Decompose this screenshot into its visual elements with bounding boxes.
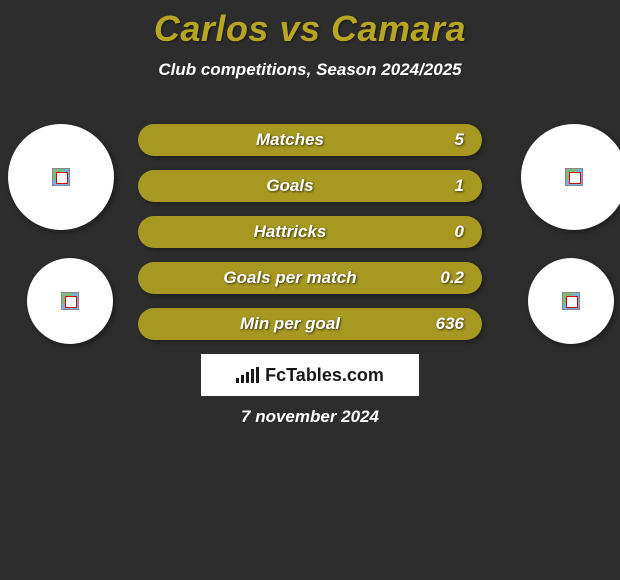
date-label: 7 november 2024 [0,407,620,427]
page-title: Carlos vs Camara [0,8,620,50]
stat-row: Matches 5 [138,124,482,156]
broken-image-icon [565,168,583,186]
stat-value: 636 [424,314,464,334]
stats-table: Matches 5 Goals 1 Hattricks 0 Goals per … [138,124,482,354]
broken-image-icon [562,292,580,310]
stat-label: Hattricks [156,222,424,242]
stat-row: Hattricks 0 [138,216,482,248]
stat-value: 1 [424,176,464,196]
broken-image-icon [61,292,79,310]
stat-value: 0 [424,222,464,242]
bar-chart-icon [236,367,259,383]
broken-image-icon [52,168,70,186]
avatar-player-2 [521,124,620,230]
stat-value: 0.2 [424,268,464,288]
stat-label: Goals [156,176,424,196]
stat-value: 5 [424,130,464,150]
brand-text: FcTables.com [265,365,384,386]
stat-row: Goals per match 0.2 [138,262,482,294]
stat-label: Matches [156,130,424,150]
header: Carlos vs Camara Club competitions, Seas… [0,0,620,80]
page-subtitle: Club competitions, Season 2024/2025 [0,60,620,80]
stat-row: Min per goal 636 [138,308,482,340]
avatar-player-1 [8,124,114,230]
stat-row: Goals 1 [138,170,482,202]
avatar-club-2 [528,258,614,344]
stat-label: Goals per match [156,268,424,288]
avatar-club-1 [27,258,113,344]
stat-label: Min per goal [156,314,424,334]
brand-badge: FcTables.com [201,354,419,396]
